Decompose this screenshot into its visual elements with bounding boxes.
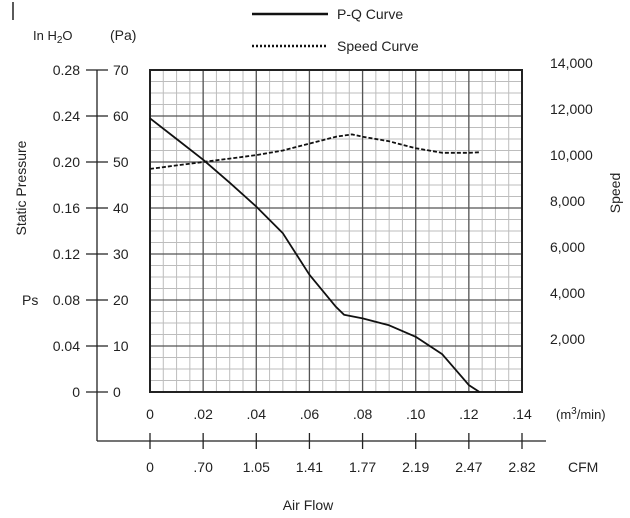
grid xyxy=(149,69,523,393)
y-left-symbol: Ps xyxy=(22,292,38,308)
unit-inh2o: In H2O xyxy=(33,28,73,46)
m3-tick-label: .08 xyxy=(353,406,373,422)
inh2o-tick-label: 0.08 xyxy=(53,292,80,308)
pa-tick-label: 40 xyxy=(113,200,129,216)
speed-tick-label: 4,000 xyxy=(550,285,585,301)
inh2o-tick-label: 0.12 xyxy=(53,246,80,262)
speed-tick-label: 8,000 xyxy=(550,193,585,209)
m3-tick-label: .02 xyxy=(193,406,213,422)
speed-tick-label: 14,000 xyxy=(550,55,593,71)
speed-tick-label: 2,000 xyxy=(550,331,585,347)
cfm-tick-label: 2.19 xyxy=(402,459,429,475)
legend: P-Q Curve Speed Curve xyxy=(252,6,419,54)
y-left-label: Static Pressure xyxy=(13,140,29,235)
pa-tick-label: 70 xyxy=(113,62,129,78)
pa-tick-label: 60 xyxy=(113,108,129,124)
unit-cfm: CFM xyxy=(568,459,598,475)
speed-tick-label: 10,000 xyxy=(550,147,593,163)
legend-pq-label: P-Q Curve xyxy=(337,6,403,22)
x-label: Air Flow xyxy=(283,497,334,513)
speed-tick-label: 12,000 xyxy=(550,101,593,117)
series-layer xyxy=(149,117,480,393)
cfm-tick-label: 2.47 xyxy=(455,459,482,475)
cfm-tick-label: 2.82 xyxy=(508,459,535,475)
cfm-tick-label: .70 xyxy=(193,459,213,475)
cfm-tick-label: 1.41 xyxy=(296,459,323,475)
pq-curve-line xyxy=(149,117,480,393)
m3-tick-label: 0 xyxy=(146,406,154,422)
m3-tick-label: .10 xyxy=(406,406,426,422)
cfm-tick-label: 1.05 xyxy=(243,459,270,475)
m3-tick-label: .14 xyxy=(512,406,532,422)
speed-curve-line xyxy=(149,133,480,170)
plot-frame xyxy=(149,69,523,393)
speed-tick-label: 6,000 xyxy=(550,239,585,255)
cfm-tick-label: 0 xyxy=(146,459,154,475)
legend-speed-label: Speed Curve xyxy=(337,38,419,54)
pa-tick-label: 30 xyxy=(113,246,129,262)
m3-tick-label: .12 xyxy=(459,406,479,422)
m3-tick-label: .06 xyxy=(300,406,320,422)
inh2o-tick-label: 0 xyxy=(72,384,80,400)
axis-ticks: 01020304050607000.040.080.120.160.200.24… xyxy=(53,55,593,475)
m3-tick-label: .04 xyxy=(247,406,267,422)
unit-m3-min: (m3/min) xyxy=(556,406,606,422)
inh2o-tick-label: 0.28 xyxy=(53,62,80,78)
inh2o-tick-label: 0.16 xyxy=(53,200,80,216)
pa-tick-label: 0 xyxy=(113,384,121,400)
unit-pa: (Pa) xyxy=(110,27,136,43)
pa-tick-label: 50 xyxy=(113,154,129,170)
cfm-tick-label: 1.77 xyxy=(349,459,376,475)
pa-tick-label: 20 xyxy=(113,292,129,308)
inh2o-tick-label: 0.04 xyxy=(53,338,80,354)
y-right-label: Speed xyxy=(607,173,623,213)
pa-tick-label: 10 xyxy=(113,338,129,354)
inh2o-tick-label: 0.20 xyxy=(53,154,80,170)
inh2o-tick-label: 0.24 xyxy=(53,108,80,124)
